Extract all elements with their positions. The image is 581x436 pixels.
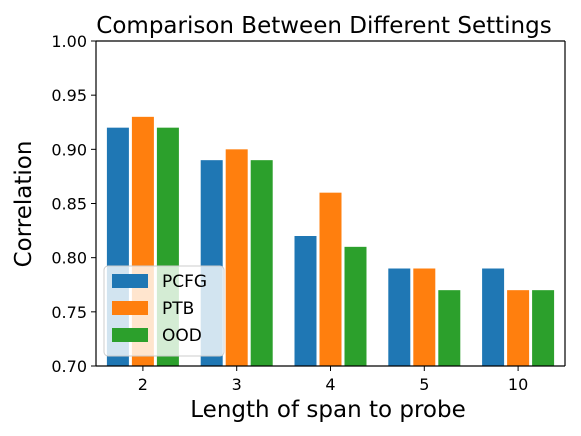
bar-ptb-4	[319, 192, 342, 366]
legend-label-pcfg: PCFG	[162, 272, 207, 292]
bar-pcfg-10	[482, 268, 505, 366]
bars-group	[106, 116, 555, 367]
chart-title: Comparison Between Different Settings	[96, 13, 551, 39]
y-tick-label: 0.90	[51, 140, 87, 159]
y-axis-label: Correlation	[11, 141, 37, 268]
x-tick-label: 2	[138, 375, 148, 394]
y-tick-label: 0.95	[51, 86, 87, 105]
bar-ood-3	[250, 160, 273, 366]
bar-ptb-10	[507, 290, 530, 366]
legend-swatch-ptb	[112, 301, 148, 315]
x-ticks-group: 2 3 4 5 10	[138, 366, 528, 394]
bar-ood-5	[438, 290, 461, 366]
x-tick-label: 4	[325, 375, 335, 394]
x-tick-label: 10	[508, 375, 528, 394]
y-tick-label: 0.85	[51, 195, 87, 214]
y-tick-label: 0.80	[51, 249, 87, 268]
legend-swatch-ood	[112, 328, 148, 342]
x-tick-label: 3	[232, 375, 242, 394]
x-axis-label: Length of span to probe	[190, 397, 465, 423]
legend: PCFG PTB OOD	[103, 265, 225, 357]
legend-label-ptb: PTB	[162, 299, 194, 319]
bar-ptb-5	[413, 268, 436, 366]
y-tick-label: 0.75	[51, 303, 87, 322]
bar-pcfg-4	[294, 236, 317, 366]
bar-ood-4	[344, 246, 367, 366]
x-tick-label: 5	[419, 375, 429, 394]
y-tick-label: 1.00	[51, 32, 87, 51]
legend-label-ood: OOD	[162, 326, 202, 346]
legend-swatch-pcfg	[112, 274, 148, 288]
y-ticks-group: 0.70 0.75 0.80 0.85 0.90 0.95 1.00	[51, 32, 96, 376]
bar-pcfg-5	[388, 268, 411, 366]
y-tick-label: 0.70	[51, 357, 87, 376]
bar-ood-10	[532, 290, 555, 366]
bar-ptb-3	[225, 149, 248, 366]
